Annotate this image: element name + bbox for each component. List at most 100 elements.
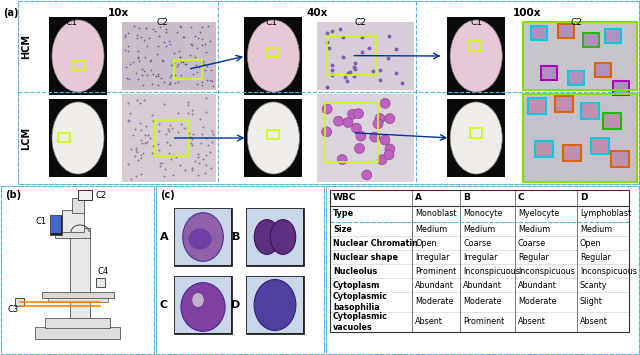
Point [323, 39, 333, 44]
Bar [1, 186, 154, 354]
Point [136, 155, 147, 161]
Point [349, 64, 359, 70]
Point [187, 107, 197, 113]
Bar [122, 22, 216, 90]
Circle shape [373, 119, 383, 129]
Point [124, 118, 134, 124]
Point [187, 142, 197, 148]
Bar [469, 41, 481, 51]
Bar [174, 276, 232, 334]
Point [138, 150, 148, 155]
Point [349, 61, 360, 66]
Bar [72, 61, 84, 70]
Point [168, 63, 178, 69]
Bar [330, 292, 629, 312]
Bar [62, 210, 84, 232]
Circle shape [322, 104, 332, 114]
Text: (b): (b) [5, 190, 21, 200]
Text: Medium: Medium [463, 224, 495, 234]
Point [390, 47, 401, 52]
Bar [330, 206, 629, 222]
Bar [174, 208, 232, 266]
Ellipse shape [248, 102, 300, 174]
Text: Scanty: Scanty [580, 280, 607, 289]
Point [178, 59, 188, 65]
Point [342, 78, 353, 83]
Point [137, 67, 147, 72]
Point [197, 42, 207, 48]
Point [194, 160, 204, 165]
Bar [45, 318, 110, 328]
Point [207, 140, 218, 145]
Point [367, 69, 378, 74]
Point [201, 135, 211, 140]
Point [397, 80, 408, 86]
Circle shape [355, 143, 365, 153]
Point [123, 100, 133, 106]
Text: Absent: Absent [518, 317, 546, 327]
Text: Absent: Absent [415, 317, 443, 327]
Point [120, 34, 131, 40]
Bar [330, 250, 629, 264]
Bar [48, 298, 108, 302]
Bar [541, 66, 557, 80]
Text: Inconspicuous: Inconspicuous [463, 267, 520, 275]
Point [159, 101, 170, 107]
Bar [18, 1, 639, 184]
Bar [558, 24, 574, 38]
Point [180, 61, 190, 67]
Point [128, 132, 138, 138]
Bar [268, 130, 280, 139]
Text: C2: C2 [156, 18, 168, 27]
Circle shape [351, 123, 362, 133]
Bar [470, 128, 482, 138]
Point [338, 34, 348, 39]
Point [176, 72, 186, 77]
Point [161, 139, 172, 145]
Text: Irregular: Irregular [463, 252, 497, 262]
Bar [317, 22, 414, 90]
Text: C2: C2 [571, 18, 582, 27]
Circle shape [348, 109, 358, 119]
Bar [523, 94, 637, 182]
Point [179, 125, 189, 131]
Point [136, 153, 146, 158]
Bar [247, 277, 303, 333]
Point [131, 145, 141, 151]
Circle shape [356, 131, 366, 141]
Point [180, 167, 190, 173]
Point [154, 128, 164, 134]
Point [126, 146, 136, 152]
Point [202, 77, 212, 83]
Bar [42, 292, 114, 298]
Text: Nuclear Chromatin: Nuclear Chromatin [333, 239, 418, 247]
Point [186, 42, 196, 47]
Point [133, 76, 143, 82]
Point [161, 26, 171, 32]
Text: C1: C1 [66, 18, 78, 27]
Bar [70, 230, 90, 318]
Text: Moderate: Moderate [463, 297, 502, 306]
Point [186, 165, 196, 171]
Point [155, 160, 165, 166]
Point [356, 34, 367, 40]
Bar [96, 278, 105, 287]
Point [147, 81, 157, 87]
Bar [523, 22, 637, 90]
Text: C: C [518, 193, 525, 202]
Point [123, 48, 133, 53]
Point [323, 84, 333, 90]
Point [178, 34, 188, 40]
Text: Regular: Regular [580, 252, 611, 262]
Point [206, 165, 216, 170]
Point [161, 29, 172, 35]
Point [157, 58, 168, 64]
Circle shape [375, 114, 385, 124]
Bar [122, 94, 216, 182]
Point [147, 151, 157, 156]
Text: Cytoplasm: Cytoplasm [333, 280, 380, 289]
Text: Abundant: Abundant [415, 280, 454, 289]
Point [141, 25, 151, 31]
Text: Lymphoblast: Lymphoblast [580, 209, 631, 218]
Point [154, 34, 164, 39]
